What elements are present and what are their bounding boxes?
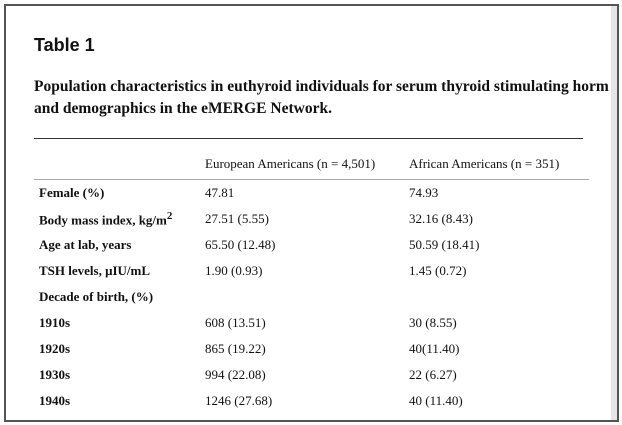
cell-european-americans — [205, 284, 409, 310]
table-row: Decade of birth, (%) — [34, 284, 589, 310]
table-label: Table 1 — [34, 35, 95, 55]
cell-european-americans: 1.90 (0.93) — [205, 263, 263, 278]
cell-european-americans: 608 (13.51) — [205, 315, 266, 330]
cell-european-americans: 27.51 (5.55) — [205, 211, 269, 226]
row-label-text: TSH levels, μIU/mL — [39, 263, 151, 278]
cell-african-americans: 30 (8.55) — [409, 315, 457, 330]
table-row: 1950s 613 (13.60)71 (20.23) — [34, 414, 589, 420]
cell-african-americans: 22 (6.27) — [409, 367, 457, 382]
cell-european-americans: 1246 (27.68) — [205, 393, 273, 408]
cell-african-americans — [409, 284, 589, 310]
table-row: TSH levels, μIU/mL 1.90 (0.93) 1.45 (0.72) — [34, 258, 589, 284]
header-cell-blank — [34, 149, 205, 180]
row-label: Decade of birth, (%) — [34, 284, 205, 310]
cell-african-americans: 40(11.40) — [409, 341, 460, 356]
caption-line-1: Population characteristics in euthyroid … — [34, 78, 609, 95]
cell-african-americans: 50.59 (18.41) — [409, 237, 480, 252]
cell-african-americans: 32.16 (8.43) — [409, 211, 473, 226]
row-label: 1950s — [34, 414, 205, 420]
row-label-text: 1940s — [39, 393, 71, 408]
table-content: Table 1 Population characteristics in eu… — [34, 32, 617, 420]
data-table: European Americans (n = 4,501) African A… — [34, 149, 589, 420]
cell-african-americans: 71 (20.23) — [409, 414, 589, 420]
table-row: Body mass index, kg/m2 27.51 (5.55) 32.16 … — [34, 206, 589, 232]
row-label: Body mass index, kg/m2 — [34, 206, 205, 232]
row-label-text: Decade of birth, (%) — [39, 289, 154, 304]
top-rule — [34, 138, 583, 139]
row-label: 1930s — [34, 362, 205, 388]
table-row: 1920s 865 (19.22) 40(11.40) — [34, 336, 589, 362]
row-label-text: 1910s — [39, 315, 71, 330]
caption-line-2: and demographics in the eMERGE Network. — [34, 100, 332, 117]
cell-african-americans: 1.45 (0.72) — [409, 263, 467, 278]
cell-african-americans: 74.93 — [409, 185, 439, 200]
row-label-text: 1930s — [39, 367, 71, 382]
header-cell-aa: African Americans (n = 351) — [409, 156, 560, 171]
scroll-edge — [611, 6, 617, 420]
row-label: 1940s — [34, 388, 205, 414]
row-label-text: 1950s — [39, 419, 70, 420]
row-label-text: Age at lab, years — [39, 237, 132, 252]
cell-european-americans: 613 (13.60) — [205, 414, 409, 420]
cell-european-americans: 47.81 — [205, 185, 235, 200]
row-label: 1920s — [34, 336, 205, 362]
row-label: 1910s — [34, 310, 205, 336]
cell-european-americans: 865 (19.22) — [205, 341, 266, 356]
cell-european-americans: 994 (22.08) — [205, 367, 266, 382]
table-caption: Population characteristics in euthyroid … — [34, 76, 609, 120]
table-row: Age at lab, years 65.50 (12.48) 50.59 (18.… — [34, 232, 589, 258]
table-row: 1910s 608 (13.51) 30 (8.55) — [34, 310, 589, 336]
row-label-superscript: 2 — [166, 209, 173, 222]
row-label-text: Body mass index, kg/m — [39, 212, 167, 228]
table-row: Female (%) 47.81 74.93 — [34, 180, 589, 207]
row-label: Female (%) — [34, 180, 205, 207]
table-body: Female (%) 47.81 74.93 Body mass index, kg/… — [34, 180, 589, 420]
header-row: European Americans (n = 4,501) African A… — [34, 149, 589, 180]
cell-european-americans: 65.50 (12.48) — [205, 237, 276, 252]
row-label: Age at lab, years — [34, 232, 205, 258]
header-cell-ea: European Americans (n = 4,501) — [205, 156, 376, 171]
table-row: 1930s 994 (22.08) 22 (6.27) — [34, 362, 589, 388]
cell-african-americans: 40 (11.40) — [409, 393, 463, 408]
row-label: TSH levels, μIU/mL — [34, 258, 205, 284]
table-frame: Table 1 Population characteristics in eu… — [4, 4, 619, 422]
row-label-text: 1920s — [39, 341, 71, 356]
table-row: 1940s 1246 (27.68) 40 (11.40) — [34, 388, 589, 414]
row-label-text: Female (%) — [39, 185, 105, 200]
